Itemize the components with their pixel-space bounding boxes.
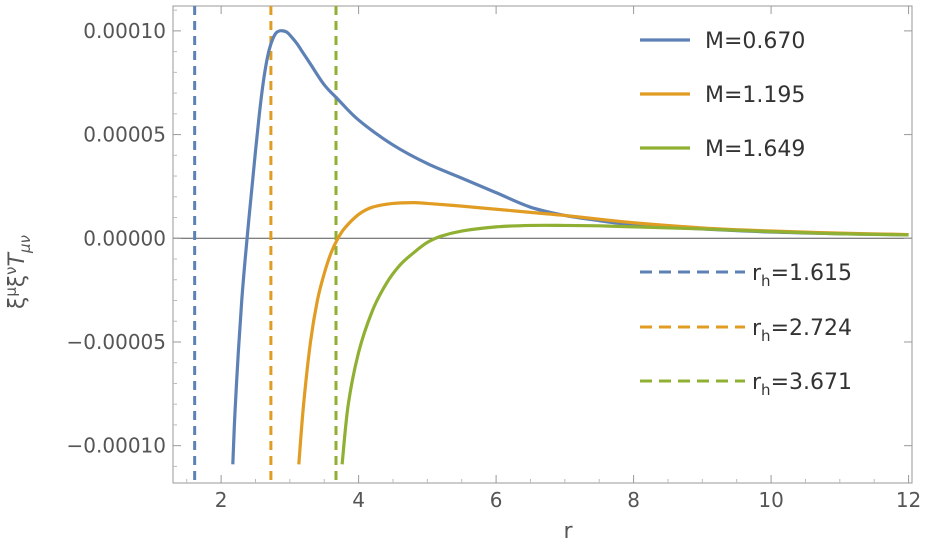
y-tick-label: 0.00005 <box>83 123 166 147</box>
y-label-sup-nu: ν <box>2 266 20 274</box>
y-tick-label: 0.00000 <box>83 226 166 250</box>
legend-label: M=0.670 <box>705 29 805 54</box>
plot-border <box>172 5 913 484</box>
series-curves <box>231 29 909 465</box>
legend-h-sub: h <box>761 327 771 345</box>
x-tick-label: 10 <box>758 488 783 512</box>
y-axis-label: ξμξνTμν <box>2 235 34 309</box>
x-axis-ticks: 2 4 6 8 10 12 <box>186 6 921 512</box>
x-tick-label: 8 <box>627 488 640 512</box>
x-tick-label: 6 <box>490 488 503 512</box>
x-tick-label: 2 <box>215 488 228 512</box>
x-tick-label: 12 <box>896 488 921 512</box>
horizon-lines <box>193 6 338 483</box>
y-label-sub-munu: μν <box>16 235 34 254</box>
legend-r: r <box>752 261 762 286</box>
y-tick-label: −0.00010 <box>67 434 166 458</box>
legend-label-horizon: rh=3.671 <box>752 370 852 399</box>
y-label-sup-mu: μ <box>2 287 20 297</box>
y-label-t: T <box>5 251 30 266</box>
legend-r-value: =3.671 <box>771 370 852 395</box>
legend-r-value: =2.724 <box>771 316 852 341</box>
legend-label: M=1.195 <box>705 83 805 108</box>
legend: M=0.670M=1.195M=1.649rh=1.615rh=2.724rh=… <box>640 29 852 399</box>
x-axis-label: r <box>563 519 573 544</box>
legend-r: r <box>752 370 762 395</box>
x-tick-label: 4 <box>352 488 365 512</box>
y-axis-ticks: 0.00010 0.00005 0.00000 −0.00005 −0.00010 <box>67 9 912 467</box>
legend-label-horizon: rh=1.615 <box>752 261 852 290</box>
legend-label: M=1.649 <box>705 137 805 162</box>
legend-h-sub: h <box>761 272 771 290</box>
series-curve <box>340 223 909 465</box>
legend-h-sub: h <box>761 381 771 399</box>
y-tick-label: 0.00010 <box>83 19 166 43</box>
plot-frame <box>172 5 913 484</box>
y-label-xi-2: ξ <box>5 275 30 287</box>
y-tick-label: −0.00005 <box>67 330 166 354</box>
legend-r: r <box>752 316 762 341</box>
y-label-xi-1: ξ <box>5 297 30 309</box>
legend-label-horizon: rh=2.724 <box>752 316 852 345</box>
legend-r-value: =1.615 <box>771 261 852 286</box>
series-curve <box>297 201 909 465</box>
